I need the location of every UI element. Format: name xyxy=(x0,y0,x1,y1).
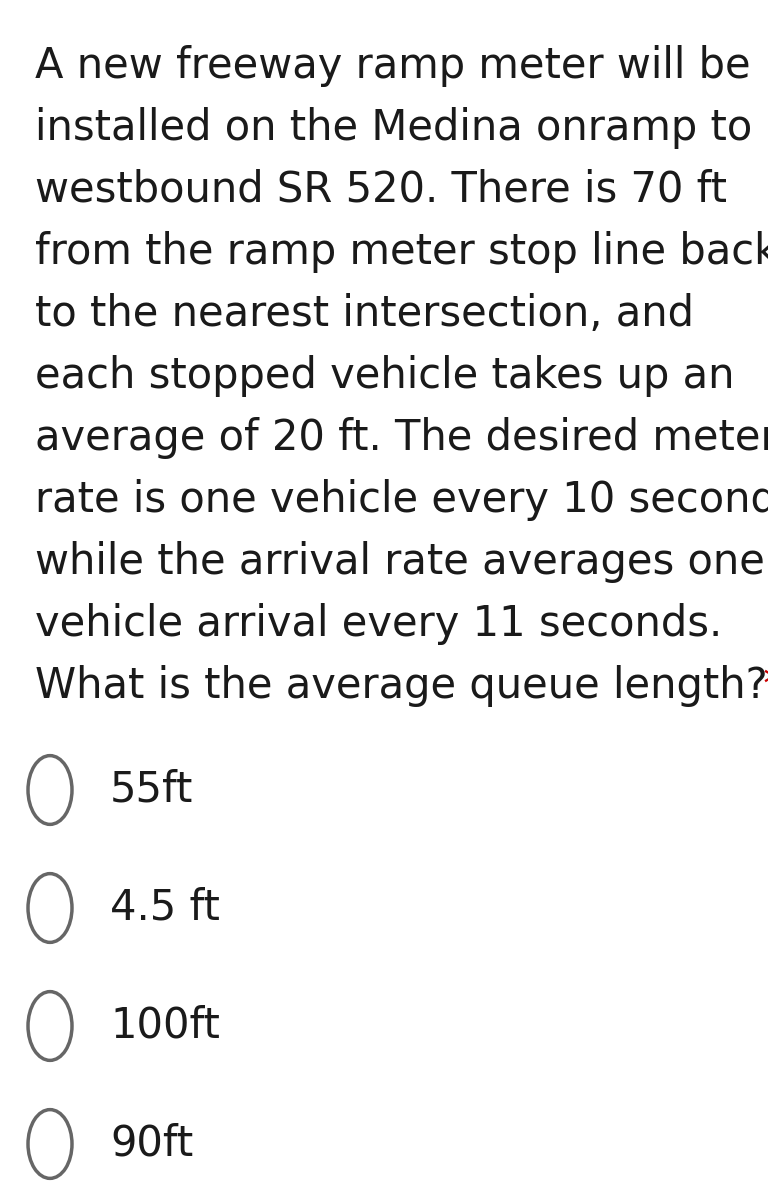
Text: rate is one vehicle every 10 seconds,: rate is one vehicle every 10 seconds, xyxy=(35,479,768,521)
Text: 100ft: 100ft xyxy=(110,1006,220,1046)
Text: What is the average queue length?: What is the average queue length? xyxy=(35,665,768,707)
Text: each stopped vehicle takes up an: each stopped vehicle takes up an xyxy=(35,355,734,397)
Text: A new freeway ramp meter will be: A new freeway ramp meter will be xyxy=(35,44,750,86)
Text: while the arrival rate averages one: while the arrival rate averages one xyxy=(35,541,765,583)
Text: 90ft: 90ft xyxy=(110,1123,194,1165)
Text: installed on the Medina onramp to: installed on the Medina onramp to xyxy=(35,107,752,149)
Text: from the ramp meter stop line back: from the ramp meter stop line back xyxy=(35,230,768,272)
Text: vehicle arrival every 11 seconds.: vehicle arrival every 11 seconds. xyxy=(35,602,722,646)
Text: to the nearest intersection, and: to the nearest intersection, and xyxy=(35,293,694,335)
Text: *: * xyxy=(750,665,768,707)
Text: 4.5 ft: 4.5 ft xyxy=(110,887,220,929)
Text: average of 20 ft. The desired meter: average of 20 ft. The desired meter xyxy=(35,416,768,458)
Text: westbound SR 520. There is 70 ft: westbound SR 520. There is 70 ft xyxy=(35,169,727,211)
Text: 55ft: 55ft xyxy=(110,769,194,811)
